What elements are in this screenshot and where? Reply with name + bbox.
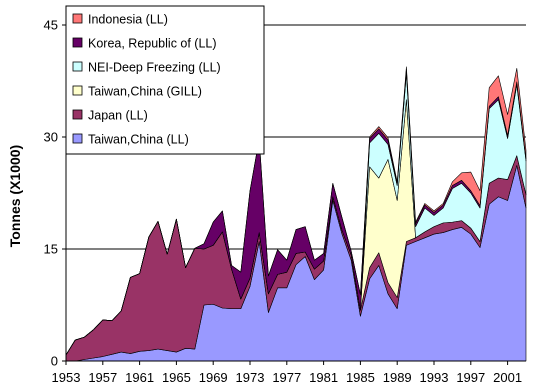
y-tick-label-0: 0 <box>51 354 58 369</box>
x-tick-label-5: 1973 <box>236 370 265 385</box>
legend-swatch-1 <box>72 37 83 48</box>
x-tick-label-7: 1981 <box>309 370 338 385</box>
y-axis-title: Tonnes (X1000) <box>7 145 23 247</box>
y-tick-label-3: 45 <box>44 18 58 33</box>
x-tick-label-1: 1957 <box>88 370 117 385</box>
x-tick-label-4: 1969 <box>199 370 228 385</box>
x-tick-label-12: 2001 <box>493 370 522 385</box>
x-tick-label-9: 1989 <box>383 370 412 385</box>
axes: 0 15 30 45 1953 1957 1961 1965 1969 1973 1977 1981 1… <box>44 18 526 385</box>
legend-label-5: Taiwan,China (LL) <box>88 133 189 147</box>
x-tick-label-0: 1953 <box>52 370 81 385</box>
legend-swatch-3 <box>72 85 83 96</box>
x-tick-label-3: 1965 <box>162 370 191 385</box>
y-tick-label-1: 15 <box>44 242 58 257</box>
legend: Indonesia (LL) Korea, Republic of (LL) NEI… <box>65 5 265 155</box>
x-tick-label-2: 1961 <box>125 370 154 385</box>
legend-label-1: Korea, Republic of (LL) <box>88 37 217 51</box>
x-tick-label-6: 1977 <box>272 370 301 385</box>
legend-label-0: Indonesia (LL) <box>88 13 168 27</box>
legend-label-3: Taiwan,China (GILL) <box>88 85 202 99</box>
legend-label-2: NEI-Deep Freezing (LL) <box>88 61 221 75</box>
legend-swatch-4 <box>72 109 83 120</box>
legend-swatch-2 <box>72 61 83 72</box>
x-tick-label-10: 1993 <box>420 370 449 385</box>
y-tick-label-2: 30 <box>44 130 58 145</box>
legend-box <box>65 5 265 155</box>
legend-swatch-0 <box>72 13 83 24</box>
legend-swatch-5 <box>72 133 83 144</box>
area-series <box>65 66 527 362</box>
x-tick-label-8: 1985 <box>346 370 375 385</box>
legend-label-4: Japan (LL) <box>88 109 148 123</box>
x-tick-label-11: 1997 <box>456 370 485 385</box>
area-series-5 <box>65 66 527 356</box>
